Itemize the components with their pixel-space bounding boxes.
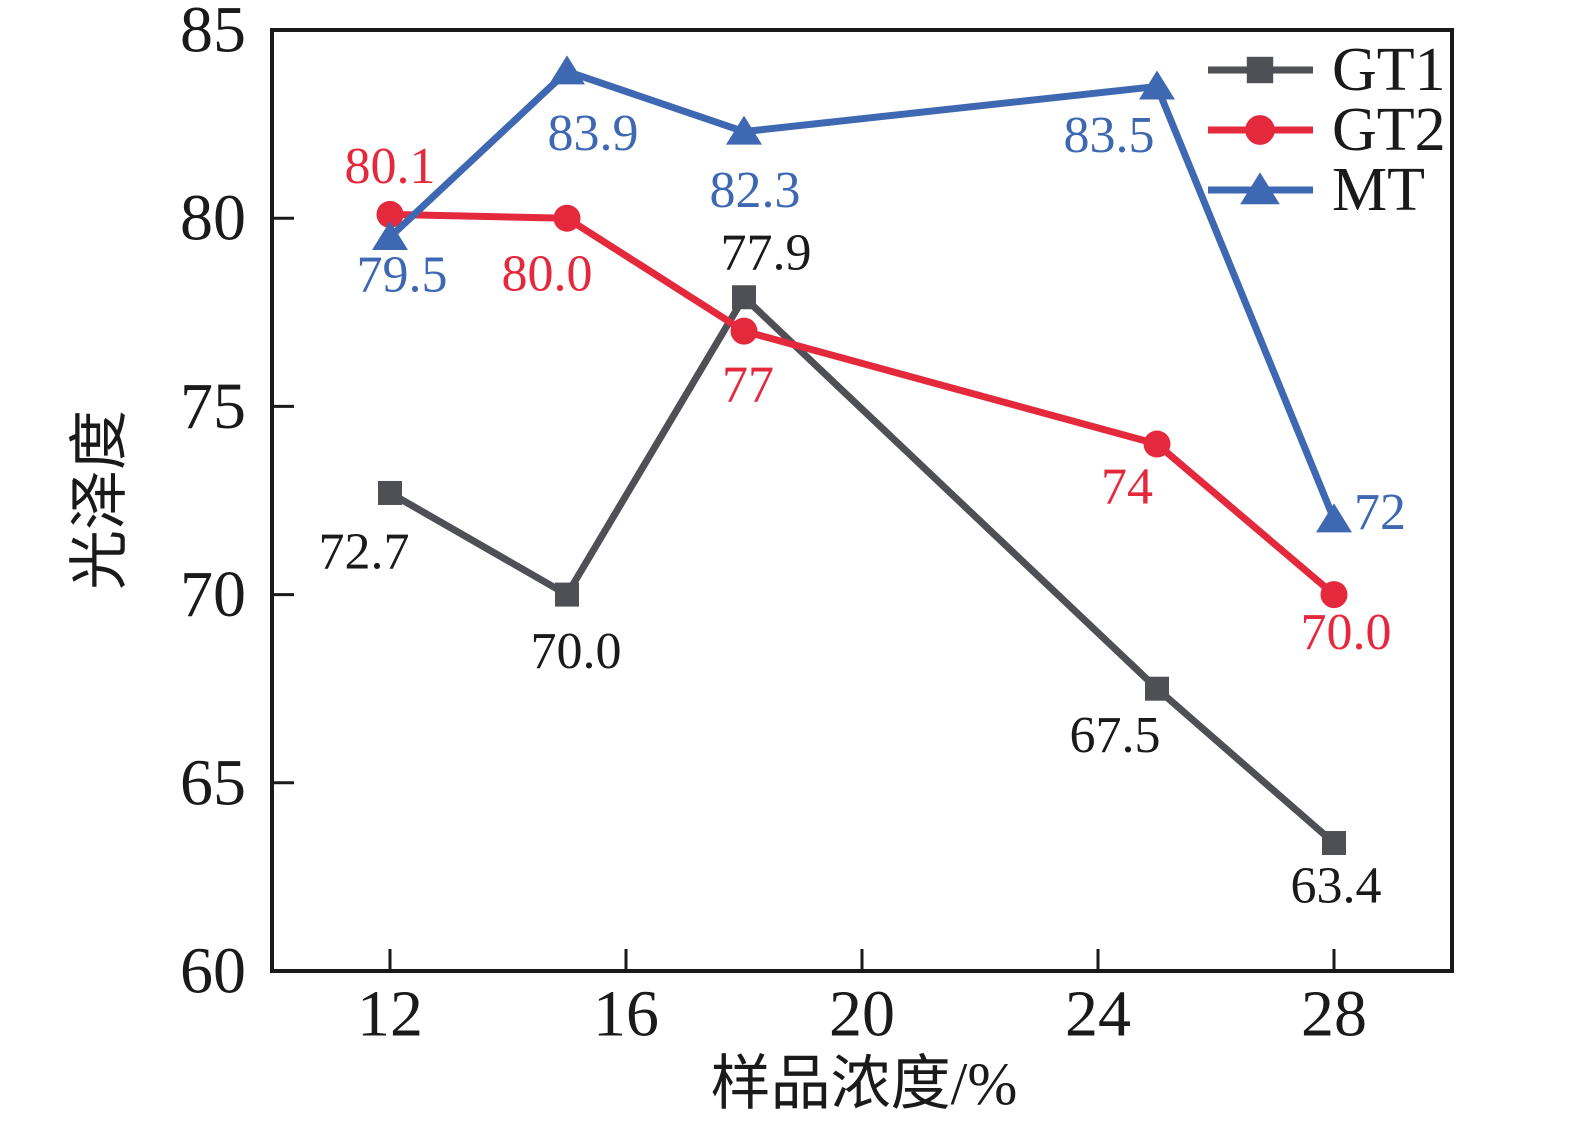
triangle-marker <box>726 115 762 145</box>
x-tick-label: 12 <box>357 978 423 1051</box>
data-label-MT-18: 82.3 <box>710 162 801 219</box>
square-marker <box>378 480 402 505</box>
data-label-MT-15: 83.9 <box>548 105 639 162</box>
triangle-marker <box>1240 172 1280 205</box>
triangle-marker <box>1139 70 1175 100</box>
data-label-GT2-12: 80.1 <box>345 138 436 195</box>
triangle-marker <box>1316 503 1352 533</box>
data-label-MT-28: 72 <box>1354 484 1406 541</box>
data-label-MT-25: 83.5 <box>1064 107 1155 164</box>
circle-marker <box>1320 581 1348 609</box>
square-marker <box>1145 676 1169 701</box>
y-tick-label: 80 <box>180 182 246 255</box>
x-tick-label: 24 <box>1065 978 1131 1051</box>
x-axis-title: 样品浓度/% <box>711 1051 1018 1117</box>
series-layer <box>372 55 1352 856</box>
triangle-marker <box>372 221 408 251</box>
data-label-GT2-15: 80.0 <box>502 246 593 303</box>
series-MT <box>372 55 1352 533</box>
legend-label-MT: MT <box>1332 156 1425 224</box>
circle-marker <box>553 204 581 232</box>
series-line-GT1 <box>388 291 1337 846</box>
data-label-GT1-15: 70.0 <box>531 623 622 680</box>
legend-label-GT1: GT1 <box>1332 36 1446 104</box>
y-tick-label: 65 <box>180 746 246 819</box>
x-tick-label: 16 <box>593 978 659 1051</box>
series-GT2 <box>376 200 1348 609</box>
legend-label-GT2: GT2 <box>1332 96 1446 164</box>
square-marker <box>732 285 756 310</box>
plot-area-frame <box>270 28 1454 973</box>
data-label-GT2-18: 77 <box>722 357 774 414</box>
legend-item-MT: MT <box>1208 156 1425 224</box>
ticks-layer: 12 16 20 24 28 60 65 70 75 80 85 <box>180 0 1367 1051</box>
y-axis-title: 光泽度 <box>67 410 133 590</box>
legend-item-GT1: GT1 <box>1208 36 1446 104</box>
square-marker <box>555 582 579 607</box>
circle-marker <box>376 200 404 228</box>
y-tick-label: 70 <box>180 558 246 631</box>
y-tick-label: 75 <box>180 370 246 443</box>
legend-item-GT2: GT2 <box>1208 96 1446 164</box>
circle-marker <box>1143 430 1171 458</box>
square-marker <box>1246 56 1274 84</box>
data-label-GT1-18: 77.9 <box>721 225 812 282</box>
y-tick-label: 85 <box>180 0 246 67</box>
square-marker <box>1322 831 1346 856</box>
data-label-MT-12: 79.5 <box>357 247 448 304</box>
series-GT1 <box>378 285 1346 856</box>
circle-marker <box>730 317 758 345</box>
x-tick-label: 20 <box>829 978 895 1051</box>
data-label-GT2-28: 70.0 <box>1301 604 1392 661</box>
data-label-GT2-25: 74 <box>1101 459 1153 516</box>
triangle-marker <box>549 55 585 85</box>
data-labels-layer: 72.7 70.0 77.9 67.5 63.4 80.1 80.0 77 74 70.0 79.5… <box>319 105 1407 915</box>
x-tick-label: 28 <box>1301 978 1367 1051</box>
circle-marker <box>1245 115 1275 145</box>
data-label-GT1-25: 67.5 <box>1070 707 1161 764</box>
data-label-GT1-28: 63.4 <box>1291 858 1382 915</box>
y-tick-label: 60 <box>180 935 246 1008</box>
data-label-GT1-12: 72.7 <box>319 523 410 580</box>
